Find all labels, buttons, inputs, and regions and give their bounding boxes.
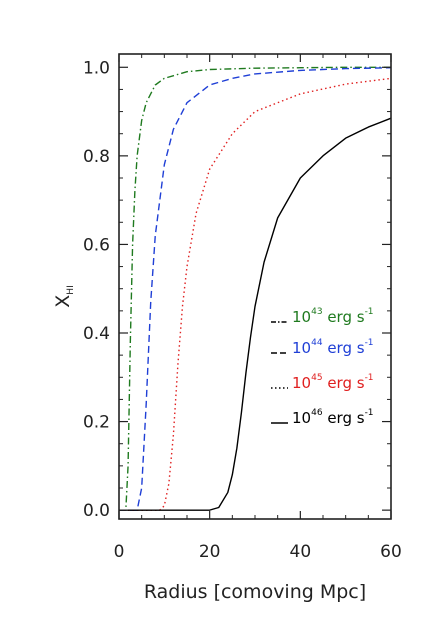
x-tick-label: 40 [290, 542, 312, 562]
legend: 1043 erg s-1 1044 erg s-1 1045 erg s-1 1046… [271, 307, 374, 427]
y-tick-label: 0.4 [83, 324, 110, 344]
y-tick-label: 0.6 [83, 235, 110, 255]
plot-frame [118, 53, 392, 520]
x-tick-label: 0 [114, 542, 125, 562]
series-line-45 [119, 77, 391, 511]
y-axis-label-subscript: HI [66, 285, 76, 294]
y-tick-label: 0.2 [83, 413, 110, 433]
y-tick-label: 0.8 [83, 147, 110, 167]
y-tick-label: 0.0 [83, 501, 110, 521]
legend-entry-label: 1044 erg s-1 [292, 338, 374, 357]
x-tick-label: 20 [199, 542, 221, 562]
x-axis-label: Radius [comoving Mpc] [144, 581, 366, 603]
series-line-43 [119, 66, 391, 511]
y-tick-label: 1.0 [83, 58, 110, 78]
y-axis-label-main: X [52, 295, 74, 308]
series-line-44 [119, 67, 391, 511]
legend-entry-label: 1043 erg s-1 [292, 307, 374, 326]
legend-entry-label: 1046 erg s-1 [292, 408, 374, 427]
legend-entry-label: 1045 erg s-1 [292, 373, 374, 392]
x-axis-ticks: 0 20 40 60 [114, 54, 402, 562]
plot-lines [119, 66, 391, 511]
y-axis-label: XHI [52, 285, 76, 307]
x-tick-label: 60 [380, 542, 402, 562]
series-line-46 [119, 117, 391, 511]
y-axis-ticks: 0.0 0.2 0.4 0.6 0.8 1.0 [83, 58, 391, 521]
